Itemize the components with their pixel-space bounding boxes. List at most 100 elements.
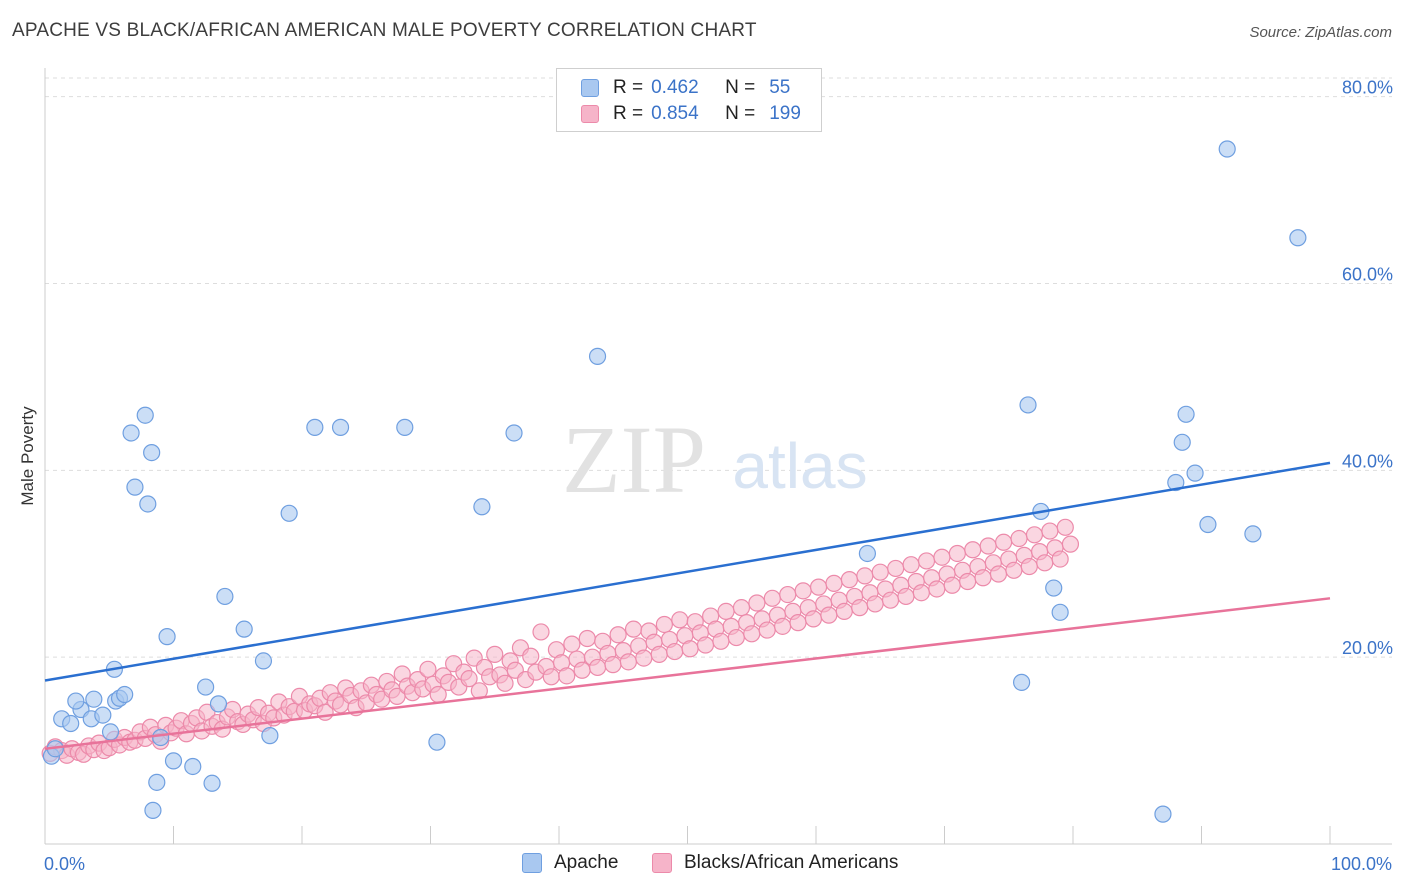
y-tick-label: 40.0% [1342,451,1393,471]
data-point-black [1020,557,1038,576]
legend-n-label: N = [725,103,756,124]
data-point-apache [331,418,350,436]
data-point-black [619,653,637,671]
data-point-apache [139,495,157,513]
data-point-apache [1199,515,1217,534]
data-point-apache [62,714,80,733]
data-point-black [696,636,715,654]
legend-r-label: R = [613,103,644,124]
data-point-black [712,632,730,650]
legend-row-black: R = 0.854 N = 199 [557,101,801,127]
y-tick-label: 60.0% [1342,265,1393,285]
data-point-black [588,658,607,677]
data-point-black [650,645,668,663]
chart-title: APACHE VS BLACK/AFRICAN AMERICAN MALE PO… [12,20,757,41]
data-point-apache [1173,433,1191,451]
data-point-black [573,661,591,679]
data-point-black [1051,550,1069,568]
black-swatch [652,853,672,873]
watermark: ZIP atlas [562,406,868,513]
data-point-black [727,628,745,647]
data-point-black [851,599,869,617]
data-point-apache [122,424,140,442]
data-point-black [928,580,946,598]
data-point-black [763,589,781,607]
black-swatch [581,105,599,123]
data-point-apache [209,695,228,713]
data-point-apache [143,443,161,462]
data-point-black [419,660,437,678]
data-point-apache [588,347,607,365]
data-point-black [964,541,982,559]
data-point-apache [203,774,221,792]
data-point-apache [197,678,215,696]
data-point-apache [126,478,144,496]
data-point-black [532,623,550,641]
data-point-black [655,615,673,634]
data-point-black [995,533,1013,551]
data-point-apache [858,544,877,563]
trend-lines [44,461,1331,750]
data-point-black [671,611,689,629]
data-point-apache [261,727,279,745]
data-point-black [840,571,859,589]
apache-swatch [581,79,599,97]
data-point-black [897,587,915,606]
data-point-black [871,563,889,581]
legend-n-value: 199 [769,103,801,124]
data-point-black [1005,561,1023,579]
data-point-black [609,626,627,644]
data-point-black [1056,518,1074,536]
data-point-apache [152,728,170,747]
data-point-black [789,614,807,632]
data-point-apache [1051,603,1069,621]
data-point-black [717,602,735,620]
watermark-zip: ZIP [562,406,706,513]
data-point-black [979,537,997,555]
data-point-apache [136,406,154,424]
data-point-black [912,584,930,602]
data-point-apache [101,723,120,741]
data-point-apache [505,424,523,442]
data-point-black [917,552,936,570]
data-point-apache [1186,464,1204,482]
data-point-apache [158,628,176,646]
legend-r-value: 0.854 [651,103,699,124]
data-point-black [881,591,900,609]
data-point-apache [396,418,414,436]
legend-row-apache: R = 0.462 N = 55 [557,75,790,101]
legend-r-value: 0.462 [651,77,699,98]
data-point-apache [1289,229,1307,247]
data-point-black [933,548,951,566]
data-point-apache [1019,396,1037,414]
data-point-apache [148,773,166,791]
data-point-black [804,610,823,628]
data-point-apache [1154,805,1172,823]
data-point-black [624,620,643,638]
data-point-apache [1012,673,1031,691]
data-point-apache [235,620,253,638]
data-point-apache [116,685,134,704]
data-point-apache [67,692,85,710]
data-point-black [1041,522,1059,540]
data-point-black [943,576,961,594]
apache-swatch [522,853,542,873]
data-point-apache [216,587,234,606]
data-point-black [496,674,514,692]
data-point-black [825,574,843,592]
legend-black-label: Blacks/African Americans [684,852,899,873]
data-point-black [604,656,622,674]
data-point-apache [1167,473,1185,492]
legend-item-black: Blacks/African Americans [652,852,898,874]
data-point-black [948,544,966,563]
data-point-black [542,668,560,686]
data-point-black [1061,535,1080,553]
data-point-apache [1045,579,1063,597]
data-point-black [887,559,905,578]
axes [44,68,1392,845]
correlation-legend: R = 0.462 N = 55 R = 0.854 N = 199 [556,68,822,132]
source-credit: Source: ZipAtlas.com [1249,24,1392,41]
watermark-atlas: atlas [732,430,867,502]
data-point-apache [1244,525,1262,543]
